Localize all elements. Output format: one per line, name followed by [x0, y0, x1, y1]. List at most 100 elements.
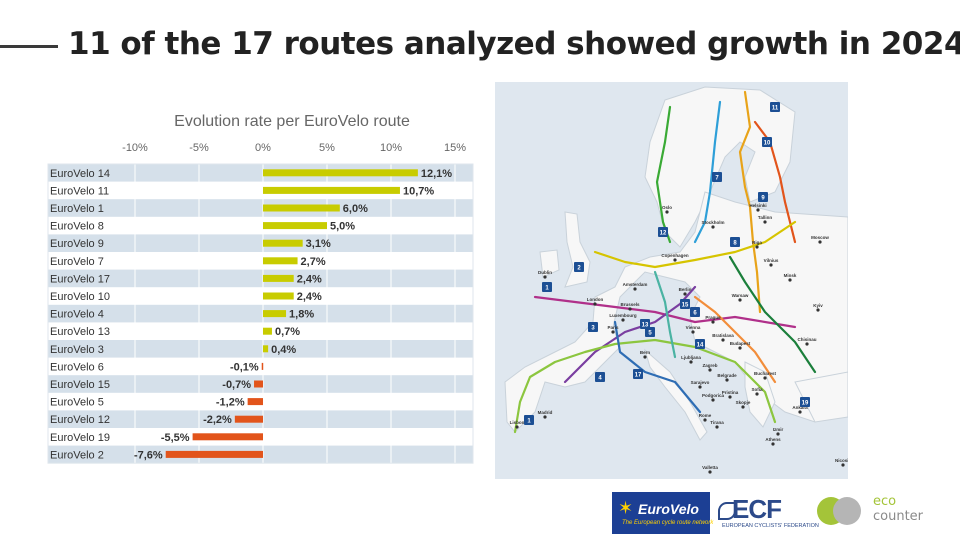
category-label: EuroVelo 9	[50, 238, 104, 250]
city-label: Prague	[705, 315, 721, 320]
bar	[165, 450, 263, 458]
city-dot	[711, 225, 715, 229]
category-label: EuroVelo 4	[50, 309, 104, 321]
bar	[263, 186, 400, 194]
route-badge-label: 5	[648, 331, 652, 337]
route-badge-label: 19	[802, 401, 809, 407]
route-badge-label: 15	[682, 303, 689, 309]
city-label: Kyiv	[813, 303, 823, 308]
city-dot	[741, 405, 745, 409]
bar	[247, 398, 263, 406]
city-dot	[755, 245, 759, 249]
bar	[234, 415, 263, 423]
x-tick-label: -10%	[122, 142, 148, 154]
city-label: Bratislava	[712, 333, 734, 338]
plot-frame	[47, 163, 474, 464]
route-badge-label: 6	[693, 311, 697, 317]
route-badge-label: 14	[697, 343, 704, 349]
bar	[254, 380, 263, 388]
row-band	[48, 340, 473, 358]
route-badge	[640, 319, 650, 329]
city-dot	[691, 330, 695, 334]
category-label: EuroVelo 3	[50, 344, 104, 356]
data-label: 2,4%	[297, 291, 322, 303]
bar	[192, 433, 263, 441]
eco-counter-line2: counter	[873, 509, 924, 524]
category-label: EuroVelo 2	[50, 449, 104, 461]
data-label: 10,7%	[403, 185, 434, 197]
route-badge	[712, 172, 722, 182]
city-label: Dublin	[538, 270, 552, 275]
city-dot	[665, 210, 669, 214]
category-label: EuroVelo 13	[50, 326, 110, 338]
route-badge	[730, 237, 740, 247]
city-dot	[728, 395, 732, 399]
map-svg: Oslo Helsinki Tallinn Stockholm Riga Moscow Co…	[495, 82, 848, 479]
route-badge-label: 3	[591, 326, 595, 332]
city-label: Belgrade	[717, 373, 737, 378]
bar	[263, 345, 269, 353]
eurovelo-logo-name: EuroVelo	[638, 501, 699, 517]
x-tick-label: -5%	[189, 142, 209, 154]
city-dot	[628, 307, 632, 311]
route-badge	[695, 339, 705, 349]
category-label: EuroVelo 6	[50, 361, 104, 373]
city-label: Vienna	[686, 325, 701, 330]
city-dot	[771, 442, 775, 446]
ecf-mark-icon	[718, 502, 736, 520]
route-badge	[574, 262, 584, 272]
category-label: EuroVelo 5	[50, 397, 104, 409]
row-band	[48, 269, 473, 288]
eco-counter-pedestrian-icon	[833, 497, 861, 525]
city-dot	[703, 418, 707, 422]
data-label: -2,2%	[203, 414, 232, 426]
city-dot	[738, 346, 742, 350]
city-label: Vilnius	[764, 258, 779, 263]
data-label: 0,4%	[271, 344, 296, 356]
city-dot	[543, 415, 547, 419]
city-dot	[708, 470, 712, 474]
eurovelo-star-icon: ✶	[618, 498, 634, 519]
city-dot	[738, 298, 742, 302]
city-label: Stockholm	[701, 220, 724, 225]
row-band	[48, 164, 473, 182]
data-label: 2,7%	[301, 256, 326, 268]
city-label: Valletta	[702, 465, 718, 470]
city-dot	[673, 258, 677, 262]
category-label: EuroVelo 15	[50, 379, 110, 391]
city-dot	[725, 378, 729, 382]
category-label: EuroVelo 11	[50, 185, 109, 197]
city-label: London	[587, 297, 604, 302]
route-badge	[658, 227, 668, 237]
city-label: Athens	[765, 437, 781, 442]
category-label: EuroVelo 10	[50, 291, 110, 303]
city-label: Paris	[607, 325, 619, 330]
route-badge	[758, 192, 768, 202]
eurovelo-route-line	[513, 338, 777, 434]
x-tick-label: 0%	[255, 142, 271, 154]
city-label: Sarajevo	[691, 380, 710, 385]
city-dot	[763, 376, 767, 380]
city-label: Madrid	[538, 410, 553, 415]
city-label: Warsaw	[732, 293, 749, 298]
category-label: EuroVelo 17	[50, 273, 110, 285]
route-badge-label: 2	[577, 266, 581, 272]
city-label: Sofia	[751, 387, 762, 392]
category-label: EuroVelo 1	[50, 203, 104, 215]
city-label: Chisinau	[797, 337, 816, 342]
eurovelo-route-line	[653, 270, 677, 359]
route-badge-label: 1	[545, 286, 549, 292]
city-dot	[805, 342, 809, 346]
city-label: Riga	[752, 240, 762, 245]
data-label: -1,2%	[216, 397, 245, 409]
city-label: Copenhagen	[661, 253, 689, 258]
eurovelo-route-line	[613, 320, 702, 414]
data-label: 3,1%	[306, 238, 331, 250]
city-label: Berlin	[679, 287, 692, 292]
city-label: Tallinn	[758, 215, 772, 220]
data-label: 5,0%	[330, 221, 355, 233]
city-dot	[683, 292, 687, 296]
category-label: EuroVelo 8	[50, 221, 104, 233]
row-band	[48, 304, 473, 323]
route-badge	[680, 299, 690, 309]
